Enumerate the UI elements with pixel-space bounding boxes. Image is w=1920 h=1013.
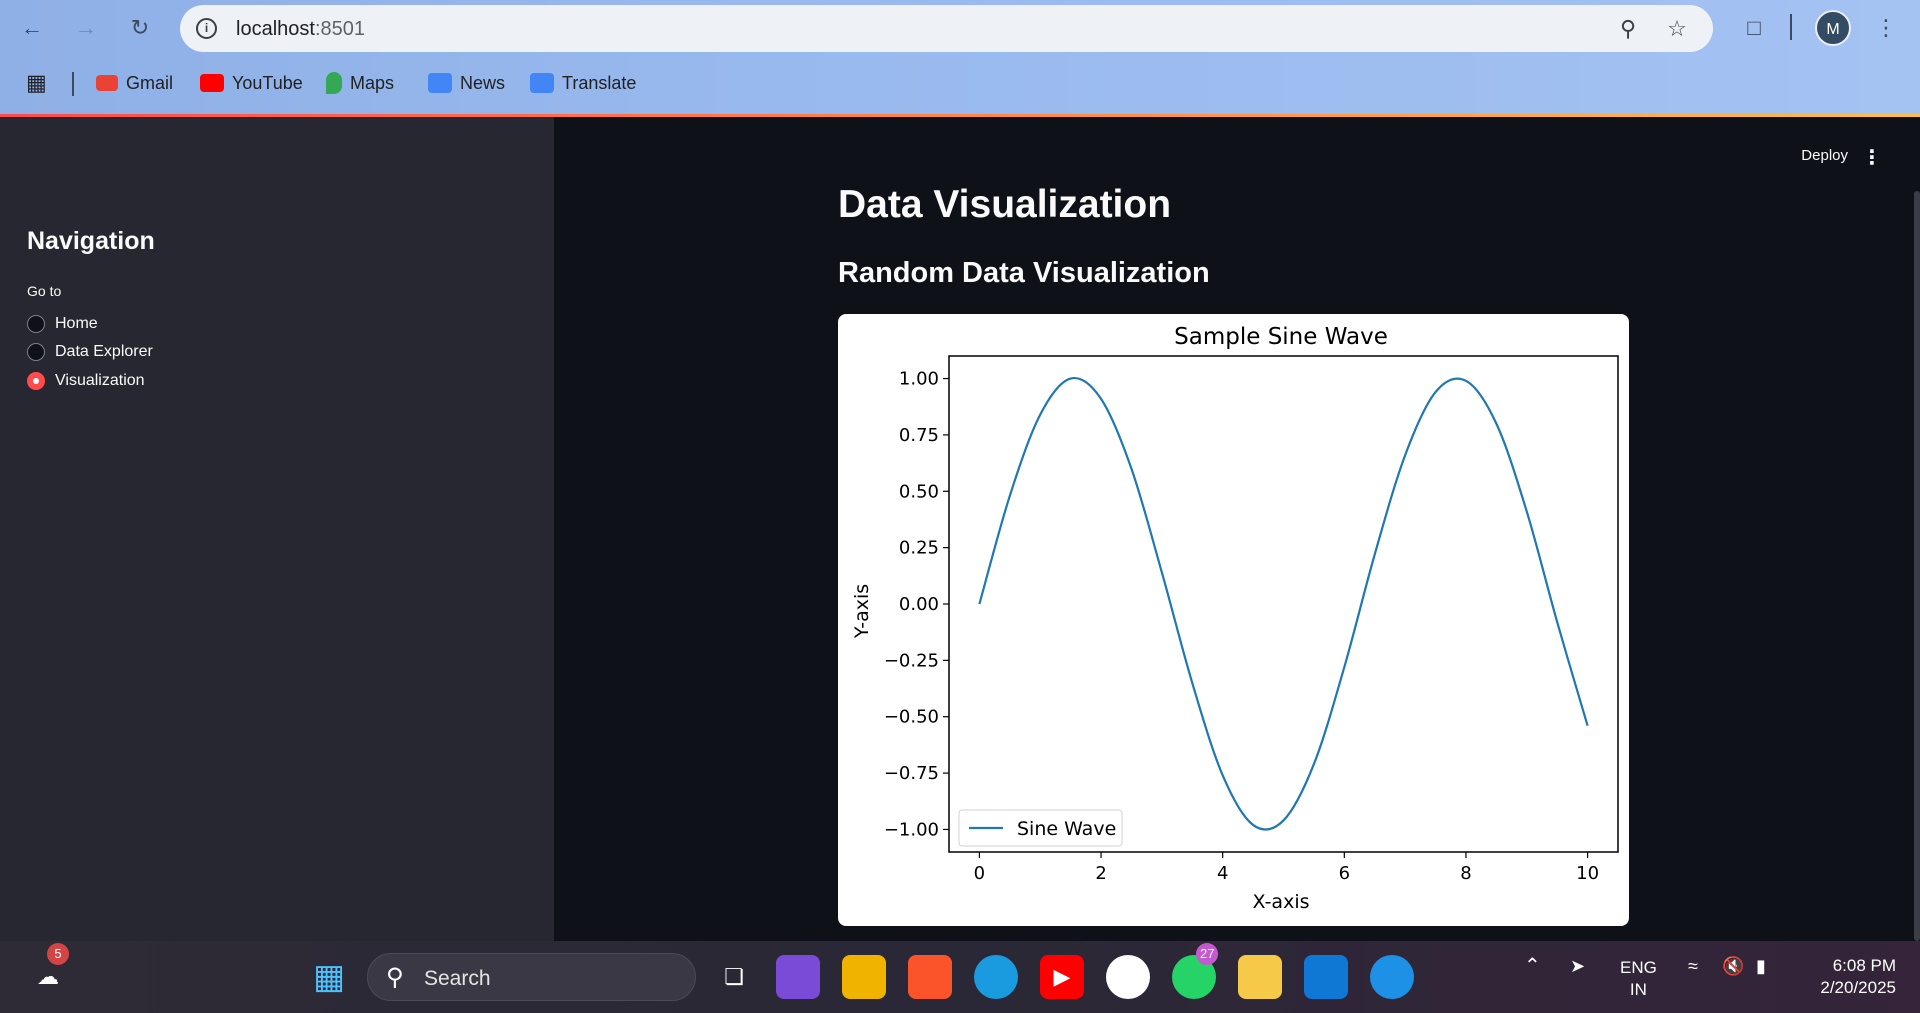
browser-toolbar: ← → ↻ i localhost:8501 ⚲ ☆ □ M ⋮ ▦ Gmail… <box>0 0 1920 115</box>
plot-area <box>948 355 1619 853</box>
sidebar: Navigation Go to Home Data Explorer Visu… <box>0 117 554 941</box>
youtube-icon <box>200 74 224 92</box>
language-indicator[interactable]: ENG IN <box>1620 957 1657 1001</box>
bookmark-translate[interactable]: Translate <box>530 70 636 96</box>
back-icon[interactable]: ← <box>21 15 43 40</box>
deploy-button[interactable]: Deploy <box>1801 147 1848 164</box>
x-tick-label: 8 <box>1460 863 1471 884</box>
legend-box <box>958 809 1123 847</box>
main-content: Deploy ⋮ Data Visualization Random Data … <box>554 117 1920 941</box>
radio-label: Home <box>55 315 98 332</box>
bookmark-news[interactable]: News <box>428 70 505 96</box>
bookmarks-bar: ▦ Gmail YouTube Maps News Translate <box>0 62 1920 104</box>
clock-time: 6:08 PM <box>1832 956 1896 975</box>
reload-icon[interactable]: ↻ <box>130 15 150 40</box>
url-text[interactable]: localhost:8501 <box>236 18 365 40</box>
x-tick-label: 10 <box>1576 863 1599 884</box>
extensions-icon[interactable]: □ <box>1747 15 1761 40</box>
x-axis-label: X-axis <box>1253 891 1310 913</box>
address-bar[interactable]: i localhost:8501 ⚲ ☆ <box>180 5 1713 52</box>
legend-label: Sine Wave <box>1017 818 1116 840</box>
search-label: Search <box>424 967 491 990</box>
battery-icon[interactable]: ▮ <box>1756 956 1766 976</box>
chart-card: Sample Sine Wave X-axis Y-axis 0 2 4 6 8 10 1.… <box>838 314 1629 926</box>
clock-date: 2/20/2025 <box>1820 978 1896 997</box>
search-icon: ⚲ <box>386 964 404 991</box>
app-header-decoration <box>0 114 1920 117</box>
translate-icon <box>530 73 554 93</box>
bookmarks-divider <box>72 72 74 96</box>
volume-muted-icon[interactable]: 🔇 <box>1722 956 1745 976</box>
weather-badge: 5 <box>47 943 69 965</box>
maps-icon <box>326 72 342 94</box>
radio-label: Visualization <box>55 372 145 389</box>
toolbar-divider <box>1790 14 1792 40</box>
copilot-icon[interactable] <box>776 955 820 999</box>
y-tick-label: 1.00 <box>899 369 939 390</box>
section-subtitle: Random Data Visualization <box>838 257 1210 289</box>
scrollbar[interactable] <box>1914 191 1920 941</box>
site-info-icon[interactable]: i <box>196 18 217 39</box>
radio-group-label: Go to <box>27 283 62 299</box>
menu-icon[interactable]: ⋮ <box>1875 15 1897 40</box>
y-tick-label: 0.00 <box>899 594 939 615</box>
radio-option-visualization[interactable]: Visualization <box>27 372 145 390</box>
y-tick-label: 0.50 <box>899 481 939 502</box>
youtube-app-icon[interactable]: ▶ <box>1040 955 1084 999</box>
whatsapp-badge: 27 <box>1196 943 1219 965</box>
page-title: Data Visualization <box>838 183 1172 226</box>
sine-wave-line <box>978 376 1589 831</box>
location-icon[interactable]: ➤ <box>1570 956 1586 976</box>
y-tick-label: 0.75 <box>899 425 939 446</box>
radio-circle[interactable] <box>27 343 45 361</box>
bookmark-maps[interactable]: Maps <box>326 70 394 96</box>
x-tick-label: 0 <box>974 863 985 884</box>
chrome-icon[interactable] <box>1106 955 1150 999</box>
news-icon <box>428 73 452 93</box>
chart-title: Sample Sine Wave <box>1174 324 1388 350</box>
weather-icon[interactable]: ☁ <box>37 964 59 989</box>
radio-circle[interactable] <box>27 315 45 333</box>
y-tick-label: −0.50 <box>884 707 939 728</box>
file-explorer-icon[interactable] <box>1238 955 1282 999</box>
y-tick-label: −0.25 <box>884 650 939 671</box>
tray-overflow-icon[interactable]: ⌃ <box>1524 955 1541 977</box>
x-tick-label: 2 <box>1095 863 1106 884</box>
profile-avatar[interactable]: M <box>1815 10 1851 46</box>
radio-label: Data Explorer <box>55 343 153 360</box>
sine-chart: Sample Sine Wave X-axis Y-axis 0 2 4 6 8 10 1.… <box>851 324 1619 913</box>
edge-icon[interactable] <box>974 955 1018 999</box>
y-tick-label: 0.25 <box>899 538 939 559</box>
apps-grid-icon[interactable]: ▦ <box>26 70 47 95</box>
y-tick-label: −1.00 <box>884 819 939 840</box>
y-tick-label: −0.75 <box>884 763 939 784</box>
bookmark-star-icon[interactable]: ☆ <box>1667 16 1687 41</box>
zoom-icon[interactable]: ⚲ <box>1619 16 1637 41</box>
bookmark-gmail[interactable]: Gmail <box>96 70 173 96</box>
brave-icon[interactable] <box>908 955 952 999</box>
bookmark-youtube[interactable]: YouTube <box>200 70 303 96</box>
clock[interactable]: 6:08 PM 2/20/2025 <box>1800 955 1896 999</box>
main-menu-icon[interactable]: ⋮ <box>1862 147 1882 169</box>
radio-circle-selected[interactable] <box>27 372 45 390</box>
forward-icon[interactable]: → <box>75 15 97 40</box>
taskbar: ☁ 5 ▦ ⚲ Search ❏ ▶ 27 ⌃ ➤ ENG IN ≈ 🔇 ▮ 6… <box>0 941 1920 1013</box>
gmail-icon <box>96 75 118 91</box>
region-code: IN <box>1629 980 1647 999</box>
y-axis-label: Y-axis <box>851 584 873 639</box>
radio-option-data-explorer[interactable]: Data Explorer <box>27 343 153 361</box>
wifi-icon[interactable]: ≈ <box>1688 956 1698 976</box>
store-icon[interactable] <box>842 955 886 999</box>
taskbar-search[interactable]: ⚲ Search <box>367 953 696 1001</box>
x-tick-label: 4 <box>1217 863 1228 884</box>
sidebar-heading: Navigation <box>27 227 155 255</box>
legend: Sine Wave <box>958 809 1123 847</box>
start-windows-icon[interactable]: ▦ <box>312 958 346 996</box>
x-tick-label: 6 <box>1339 863 1350 884</box>
docker-icon[interactable] <box>1370 955 1414 999</box>
vscode-icon[interactable] <box>1304 955 1348 999</box>
language-code: ENG <box>1620 958 1657 977</box>
radio-option-home[interactable]: Home <box>27 315 98 333</box>
task-view-icon[interactable]: ❏ <box>724 964 744 989</box>
